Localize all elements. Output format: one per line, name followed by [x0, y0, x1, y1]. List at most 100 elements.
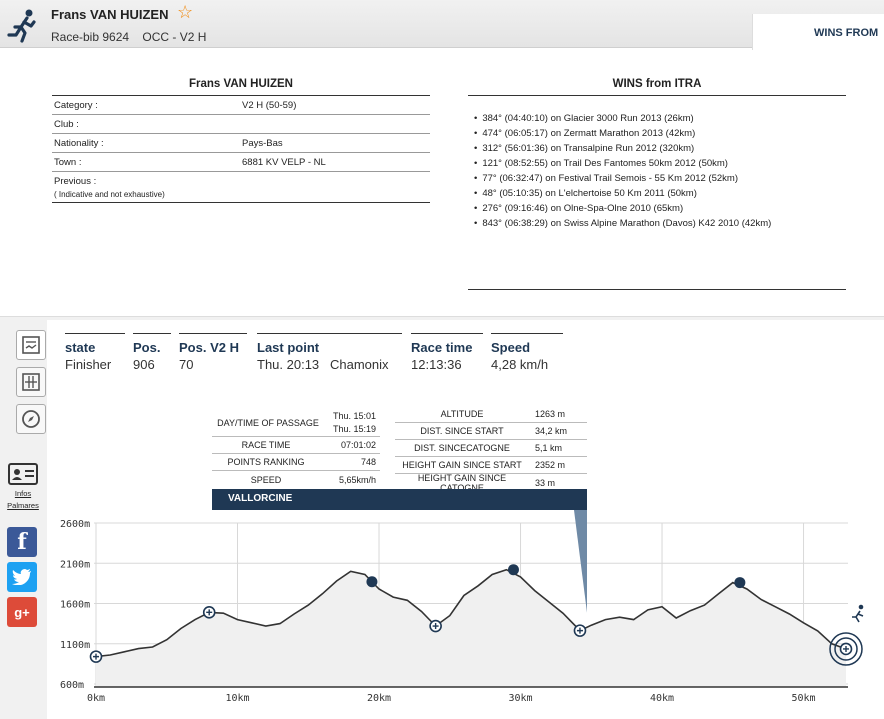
profile-view-button[interactable] — [16, 330, 46, 360]
stat-position: Pos. 906 — [133, 333, 171, 372]
stat-value: 12:13:36 — [411, 357, 462, 372]
checkpoint-cross — [206, 609, 213, 616]
runner-header: Frans VAN HUIZEN ☆ Race-bib 9624 OCC - V… — [0, 0, 884, 48]
id-card-button[interactable] — [7, 461, 39, 487]
stat-label: Last point — [257, 340, 320, 355]
profile-line — [95, 568, 847, 658]
stat-value: 906 — [133, 357, 155, 372]
tooltip-row: DAY/TIME OF PASSAGE Thu. 15:01 Thu. 15:1… — [212, 409, 380, 437]
y-tick-label: 2600m — [60, 519, 90, 530]
stat-value: 70 — [179, 357, 194, 372]
runner-subtitle: Race-bib 9624 OCC - V2 H — [51, 30, 216, 44]
passage-tooltip-right: ALTITUDE 1263 m DIST. SINCE START 34,2 k… — [395, 406, 587, 493]
summit-point — [734, 577, 746, 589]
passage-time-2: Thu. 15:19 — [332, 423, 376, 434]
x-tick-label: 0km — [87, 693, 105, 704]
palmares-link[interactable]: Palmares — [7, 501, 39, 510]
info-label: Town : — [54, 156, 82, 168]
tooltip-row: ALTITUDE 1263 m — [395, 406, 587, 423]
twitter-bird-icon — [12, 569, 31, 585]
favorite-star-icon[interactable]: ☆ — [177, 2, 194, 22]
y-axis-labels: 2600m 2100m 1600m 1100m 600m — [60, 519, 90, 691]
finish-ring — [829, 632, 863, 666]
info-row-category: Category : V2 H (50-59) — [52, 96, 430, 115]
profile-area — [96, 569, 846, 687]
race-category: OCC - V2 H — [142, 30, 207, 44]
stat-label: state — [65, 340, 96, 355]
checkpoint-cross — [843, 645, 849, 652]
stat-label: Speed — [491, 340, 531, 355]
stat-position-category: Pos. V2 H 70 — [179, 333, 247, 372]
info-row-previous: Previous : ( Indicative and not exhausti… — [52, 172, 430, 202]
facebook-icon[interactable]: f — [7, 527, 37, 557]
infos-palmares-link[interactable]: Infos Palmares — [4, 488, 42, 512]
tooltip-label: HEIGHT GAIN SINCE START — [402, 460, 522, 470]
info-label: Club : — [54, 118, 79, 130]
table-view-button[interactable] — [16, 367, 46, 397]
twitter-icon[interactable] — [7, 562, 37, 592]
tooltip-row: DIST. SINCE START 34,2 km — [395, 423, 587, 440]
last-point-place: Chamonix — [330, 357, 389, 372]
list-item: 843° (06:38:29) on Swiss Alpine Marathon… — [474, 216, 846, 231]
passage-tooltip-left: DAY/TIME OF PASSAGE Thu. 15:01 Thu. 15:1… — [212, 409, 380, 488]
tooltip-row: POINTS RANKING 748 — [212, 454, 380, 471]
chart-markers — [89, 564, 864, 666]
compass-icon — [22, 410, 40, 428]
checkpoint-name-bar: VALLORCINE — [212, 489, 587, 510]
info-table: Category : V2 H (50-59) Club : Nationali… — [52, 95, 430, 203]
compass-view-button[interactable] — [16, 404, 46, 434]
y-tick-label: 2100m — [60, 559, 90, 570]
tooltip-label: RACE TIME — [241, 440, 291, 450]
info-label: Nationality : — [54, 137, 104, 149]
tooltip-value: 5,65km/h — [338, 474, 376, 485]
stat-race-time: Race time 12:13:36 — [411, 333, 483, 372]
x-axis-labels: 0km 10km 20km 30km 40km 50km — [87, 693, 816, 704]
checkpoint-cross — [576, 627, 583, 634]
tooltip-value: Thu. 15:01 Thu. 15:19 — [324, 410, 380, 436]
tooltip-label: DIST. SINCECATOGNE — [414, 443, 510, 453]
y-tick-label: 1100m — [60, 640, 90, 651]
grid-icon — [22, 373, 40, 391]
x-tick-label: 10km — [225, 693, 249, 704]
finish-ring — [834, 637, 858, 661]
list-item: 384° (04:40:10) on Glacier 3000 Run 2013… — [474, 111, 846, 126]
info-label: Category : — [54, 99, 98, 111]
tooltip-label: POINTS RANKING — [227, 457, 305, 467]
tooltip-value: 34,2 km — [535, 426, 568, 436]
tooltip-label: DAY/TIME OF PASSAGE — [217, 417, 319, 428]
stat-last-point: Last point Thu. 20:13 Chamonix — [257, 333, 402, 372]
runner-marker-icon — [858, 604, 864, 610]
stat-label: Race time — [411, 340, 473, 355]
tooltip-label: SPEED — [250, 474, 282, 485]
google-plus-icon[interactable]: g+ — [7, 597, 37, 627]
runner-icon — [7, 9, 36, 43]
stat-state: state Finisher — [65, 333, 125, 372]
x-tick-label: 30km — [508, 693, 532, 704]
tooltip-value: 748 — [360, 457, 376, 467]
previous-note: ( Indicative and not exhaustive) — [54, 190, 165, 199]
list-item: 77° (06:32:47) on Festival Trail Semois … — [474, 171, 846, 186]
infos-link[interactable]: Infos — [14, 489, 32, 498]
tooltip-value: 2352 m — [535, 460, 566, 470]
info-label: Previous : ( Indicative and not exhausti… — [52, 176, 242, 199]
wins-list: 384° (04:40:10) on Glacier 3000 Run 2013… — [468, 95, 846, 290]
checkpoint-cross — [93, 653, 99, 660]
stat-speed: Speed 4,28 km/h — [491, 333, 563, 372]
stat-label: Pos. — [133, 340, 161, 355]
stat-value: 4,28 km/h — [491, 357, 549, 372]
x-tick-label: 50km — [792, 693, 816, 704]
stat-label: Pos. V2 H — [179, 340, 239, 355]
tooltip-row: SPEED 5,65km/h — [212, 471, 380, 488]
tab-wins-from[interactable]: WINS FROM — [752, 14, 884, 50]
stat-value: Finisher — [65, 357, 112, 372]
tooltip-value: 07:01:02 — [340, 440, 376, 450]
list-item: 312° (56:01:36) on Transalpine Run 2012 … — [474, 141, 846, 156]
y-tick-label: 1600m — [60, 600, 90, 611]
info-value: V2 H (50-59) — [242, 99, 297, 111]
document-icon — [22, 336, 40, 354]
summit-point — [507, 564, 519, 576]
x-tick-label: 40km — [650, 693, 674, 704]
tooltip-label: HEIGHT GAIN SINCE CATOGNE — [417, 472, 507, 493]
id-card-icon — [8, 463, 38, 485]
